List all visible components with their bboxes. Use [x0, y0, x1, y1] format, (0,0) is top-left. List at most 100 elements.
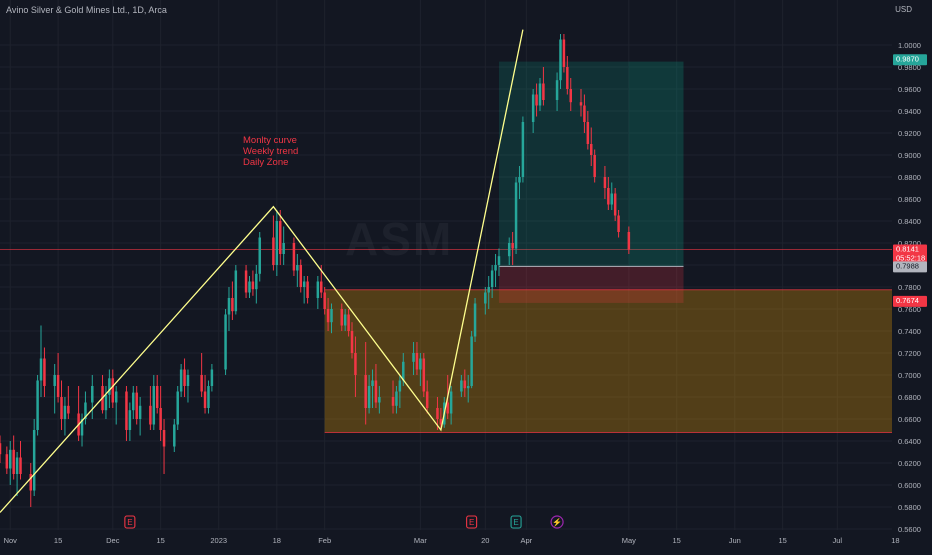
candle [39, 325, 43, 397]
candle [275, 210, 279, 276]
candle-body [347, 314, 350, 331]
candle [231, 281, 234, 320]
candle [617, 210, 620, 238]
time-tick-label: 15 [54, 536, 62, 545]
candle [415, 342, 419, 375]
candle [470, 331, 473, 389]
candle [128, 402, 132, 441]
candle-body [80, 419, 84, 436]
candle [135, 386, 138, 425]
candle [490, 265, 494, 298]
earnings-icon-letter: E [513, 518, 518, 527]
candle [203, 375, 207, 414]
candle [484, 287, 487, 315]
candle-body [299, 265, 303, 287]
currency-label[interactable]: USD [895, 5, 912, 14]
candle-body [162, 430, 166, 447]
candle [425, 380, 429, 414]
time-tick-label: Apr [520, 536, 532, 545]
candle [538, 78, 542, 111]
candle [149, 386, 152, 430]
candle [583, 94, 586, 133]
candle [80, 413, 84, 447]
entry-price-marker-bg [893, 261, 927, 273]
candle [176, 386, 179, 430]
text-annotation[interactable]: Monlty curve Weekly trend Daily Zone [243, 135, 298, 168]
candles [0, 34, 631, 507]
candle-body [43, 358, 46, 386]
candle-body [111, 378, 115, 403]
candle [627, 226, 631, 254]
candle-body [207, 386, 210, 408]
candle-body [302, 281, 306, 287]
event-markers[interactable]: E E E ⚡ [124, 515, 564, 529]
time-axis[interactable]: Nov 15 Dec 15 2023 18 Feb Mar 20 Apr May 15 Jun 15 Jul… [4, 536, 900, 545]
candle [183, 358, 186, 397]
candle-body [234, 270, 238, 312]
earnings-event-icon[interactable]: E [510, 515, 522, 529]
annotation-line-2: Weekly trend [243, 146, 299, 157]
candle [589, 127, 593, 166]
price-axis[interactable]: 1.0000 0.9800 0.9600 0.9400 0.9200 0.9000 0.88… [892, 0, 932, 550]
candle-body [128, 410, 132, 430]
candle-body [487, 287, 490, 293]
symbol-watermark: ASM [345, 213, 454, 265]
price-tick-label: 0.8800 [898, 173, 921, 182]
candle-body [521, 122, 525, 177]
candle-body [559, 39, 562, 81]
candle [272, 215, 275, 271]
candle-body [627, 232, 631, 250]
profit-zone-ext [628, 61, 684, 267]
candle [244, 265, 248, 298]
candle [56, 353, 60, 403]
trendline[interactable] [0, 29, 524, 513]
candle-body [159, 408, 162, 430]
price-tick-label: 0.6200 [898, 459, 921, 468]
split-event-icon[interactable]: ⚡ [550, 515, 564, 529]
candle-body [607, 188, 610, 205]
candle-body [248, 281, 251, 293]
candle-body [395, 391, 398, 406]
candle-body [12, 449, 15, 474]
candle-body [613, 193, 617, 216]
price-tick-label: 0.9200 [898, 129, 921, 138]
candle [210, 364, 214, 392]
candle [511, 232, 514, 265]
earnings-icon-letter: E [469, 518, 474, 527]
candle [15, 452, 19, 496]
symbol-title[interactable]: Avino Silver & Gold Mines Ltd., 1D, Arca [6, 5, 167, 15]
candle-body [155, 386, 159, 408]
candle [84, 391, 87, 425]
candle-body [179, 369, 183, 392]
demand-zone[interactable] [324, 289, 892, 434]
candle-body [542, 83, 545, 100]
candle-body [589, 144, 593, 155]
long-position-box[interactable] [498, 61, 684, 303]
candle [354, 336, 357, 397]
candle-body [470, 336, 473, 386]
candle-body [173, 424, 176, 447]
candle [593, 149, 596, 183]
candle [159, 386, 162, 441]
candle-body [244, 270, 248, 293]
candle-body [326, 309, 330, 323]
candle-body [200, 375, 203, 392]
candle-body [176, 391, 179, 425]
candle [542, 67, 545, 106]
candle-body [84, 402, 87, 419]
candle-body [149, 405, 152, 425]
candle [364, 342, 367, 425]
earnings-event-icon[interactable]: E [124, 515, 136, 529]
earnings-event-icon[interactable]: E [466, 515, 478, 529]
candle-body [152, 386, 156, 425]
candle [374, 364, 378, 408]
candle [36, 375, 39, 436]
candle-body [531, 94, 535, 122]
price-tick-label: 0.9400 [898, 107, 921, 116]
candle [439, 408, 443, 430]
zone-price-marker-bg [893, 295, 927, 307]
price-tick-label: 0.8400 [898, 217, 921, 226]
earnings-icon-box [124, 515, 136, 529]
target-price-marker: 0.9870 [893, 54, 927, 66]
